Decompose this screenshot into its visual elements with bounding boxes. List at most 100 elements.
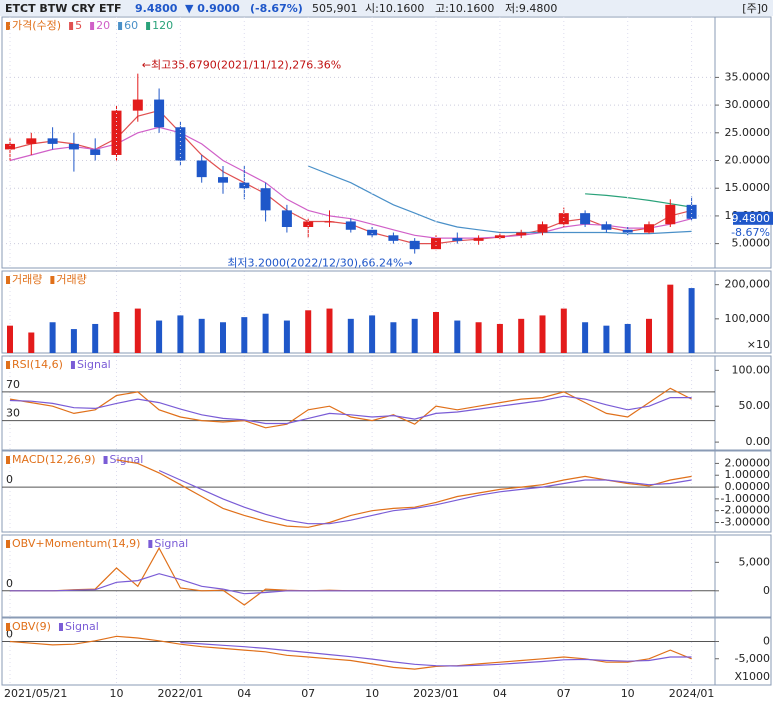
series-line [10,546,692,606]
pane-frame [1,534,772,618]
x-tick-label: 07 [557,687,571,700]
volume-bar [198,318,205,353]
volume-bar [241,317,248,353]
candle-body [516,232,527,236]
change: ▼ 0.9000 [185,2,240,15]
legend-swatch [6,623,10,631]
volume-bar [177,315,184,353]
price-tag-pct: -8.67% [731,226,770,239]
volume-bar [134,308,141,353]
series-line [307,165,692,235]
legend-label: RSI(14,6) [12,358,63,371]
candle-body [345,221,356,230]
volume-bar [28,332,35,353]
y-tick-label: -5,000 [735,652,770,665]
volume-bar [475,322,482,353]
legend-swatch [90,22,95,30]
reference-label: 0 [6,627,13,640]
volume-bar [70,329,77,353]
volume-bar [220,322,226,353]
legend-label: Signal [154,537,188,550]
legend-swatch [103,456,108,464]
unit-label: ×10 [747,338,770,351]
open: 시:10.1600 [365,2,424,15]
x-tick-label: 04 [493,687,507,700]
x-tick-label: 2021/05/21 [4,687,67,700]
candle-body [452,238,463,241]
legend-label: OBV+Momentum(14,9) [12,537,140,550]
volume: 505,901 [312,2,358,15]
y-tick-label: 100.00 [732,363,771,376]
y-tick-label: 25.0000 [725,126,771,139]
volume-bar [283,320,290,353]
volume-bar [688,288,695,353]
candle-body [558,213,569,225]
candle-body [494,235,505,239]
legend-label: MACD(12,26,9) [12,453,96,466]
legend-swatch [118,22,123,30]
candle-body [580,213,591,225]
low: 저:9.4800 [505,2,557,15]
pane-frame [1,270,772,354]
legend-swatch [6,276,10,284]
legend-swatch [6,456,10,464]
candle-body [218,177,228,183]
y-tick-label: 0 [763,634,770,647]
legend-swatch [6,22,10,30]
series-line [10,573,692,595]
legend-swatch [69,22,74,30]
volume-bar [326,308,333,353]
legend-label: 거래량 [56,273,86,286]
legend-label: 60 [124,19,138,32]
candle-body [303,221,314,227]
pane-frame [1,16,772,269]
legend-swatch [146,22,151,30]
legend-label: OBV(9) [12,620,51,633]
volume-bar [113,312,120,353]
series-line [116,459,692,528]
legend-swatch [6,540,10,548]
pane-frame [1,355,772,451]
x-tick-label: 2023/01 [413,687,459,700]
candle-body [665,204,676,225]
price: 9.4800 [135,2,178,15]
volume-bar [305,310,312,353]
y-tick-label: 30.0000 [725,98,771,111]
candle-body [431,238,441,250]
y-tick-label: 0 [763,584,770,597]
y-tick-label: -3.00000 [721,516,770,529]
y-tick-label: -2.00000 [721,504,770,517]
candle-body [537,224,548,233]
y-tick-label: 2.00000 [725,456,771,469]
volume-bar [582,322,589,353]
y-tick-label: 20.0000 [725,154,771,167]
y-tick-label: 5,000 [739,555,771,568]
legend-swatch [70,361,75,369]
series-line [158,469,692,525]
series-line [9,635,692,670]
series-line [9,395,692,425]
x-tick-label: 07 [301,687,315,700]
x-tick-label: 2022/01 [158,687,204,700]
series-line [9,387,692,429]
candle-body [5,143,15,150]
x-tick-label: 10 [110,687,124,700]
candle-body [26,138,37,144]
legend-label: 20 [96,19,110,32]
reference-label: 0 [6,473,13,486]
volume-bar [646,318,652,353]
legend-label: Signal [65,620,99,633]
x-tick-label: 10 [621,687,635,700]
volume-bar [369,315,376,353]
x-tick-label: 10 [365,687,379,700]
legend-swatch [148,540,153,548]
volume-bar [347,318,354,353]
y-tick-label: 35.0000 [725,70,771,83]
pane-frame [1,617,772,686]
candle-body [367,229,378,236]
candle-body [68,143,79,150]
candle-body [388,235,399,241]
corner: [주]0 [742,2,768,15]
volume-bar [496,323,503,353]
volume-bar [539,315,546,353]
